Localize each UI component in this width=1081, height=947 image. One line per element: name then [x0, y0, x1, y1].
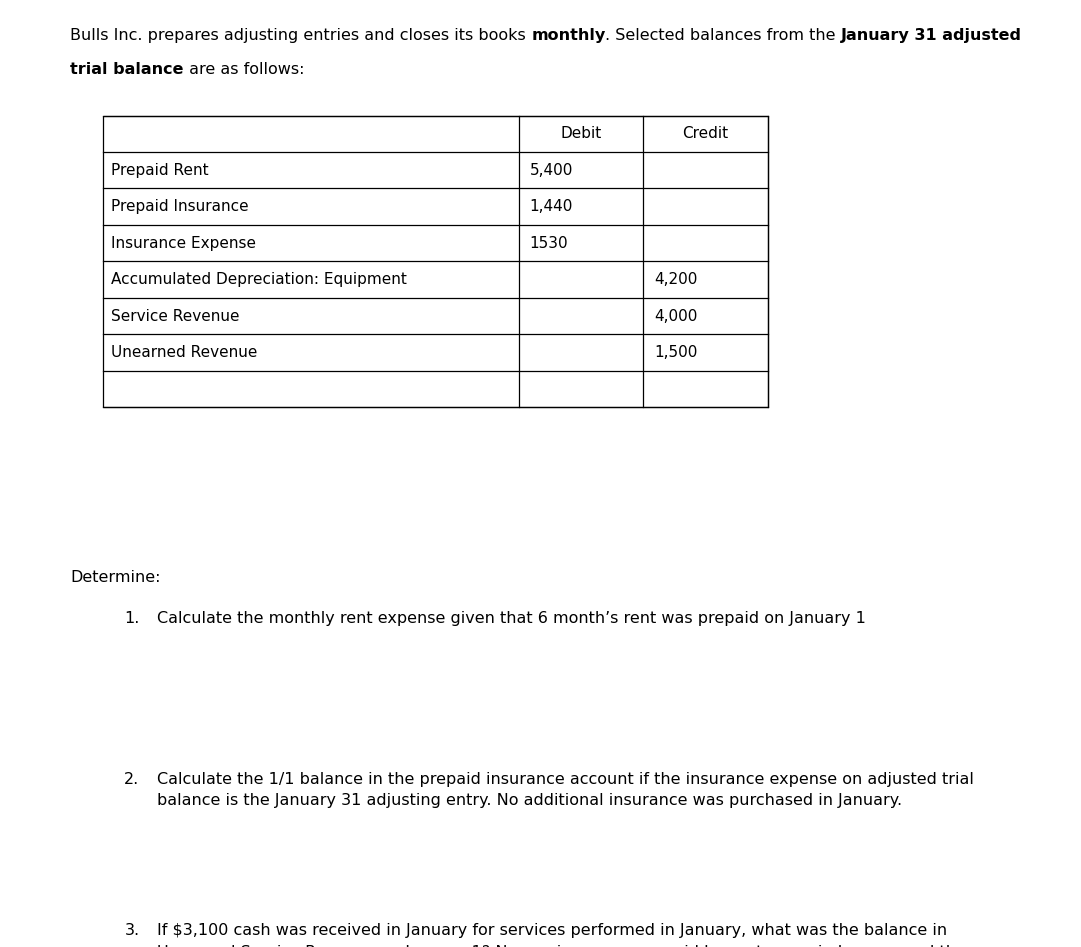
Text: If $3,100 cash was received in January for services performed in January, what w: If $3,100 cash was received in January f…	[157, 923, 965, 947]
Text: January 31 adjusted: January 31 adjusted	[841, 28, 1022, 44]
Text: 1530: 1530	[530, 236, 569, 251]
Text: 1,500: 1,500	[654, 345, 697, 360]
Text: 4,200: 4,200	[654, 272, 697, 287]
Text: are as follows:: are as follows:	[184, 62, 304, 77]
Text: 5,400: 5,400	[530, 163, 573, 178]
Text: Determine:: Determine:	[70, 570, 161, 585]
Text: 2.: 2.	[124, 772, 139, 787]
Text: Calculate the monthly rent expense given that 6 month’s rent was prepaid on Janu: Calculate the monthly rent expense given…	[157, 611, 866, 626]
Text: 3.: 3.	[124, 923, 139, 938]
Text: trial balance: trial balance	[70, 62, 184, 77]
Text: Prepaid Rent: Prepaid Rent	[111, 163, 209, 178]
Text: Prepaid Insurance: Prepaid Insurance	[111, 199, 249, 214]
Text: . Selected balances from the: . Selected balances from the	[605, 28, 841, 44]
Text: Credit: Credit	[682, 126, 729, 141]
Text: Bulls Inc. prepares adjusting entries and closes its books: Bulls Inc. prepares adjusting entries an…	[70, 28, 531, 44]
Text: 1.: 1.	[124, 611, 139, 626]
Text: 4,000: 4,000	[654, 309, 697, 324]
Text: 1,440: 1,440	[530, 199, 573, 214]
Bar	[103, 116, 768, 407]
Text: monthly: monthly	[531, 28, 605, 44]
Text: Service Revenue: Service Revenue	[111, 309, 240, 324]
Text: Debit: Debit	[560, 126, 602, 141]
Text: Accumulated Depreciation: Equipment: Accumulated Depreciation: Equipment	[111, 272, 408, 287]
Text: Insurance Expense: Insurance Expense	[111, 236, 256, 251]
Text: Unearned Revenue: Unearned Revenue	[111, 345, 257, 360]
Text: Calculate the 1/1 balance in the prepaid insurance account if the insurance expe: Calculate the 1/1 balance in the prepaid…	[157, 772, 974, 809]
